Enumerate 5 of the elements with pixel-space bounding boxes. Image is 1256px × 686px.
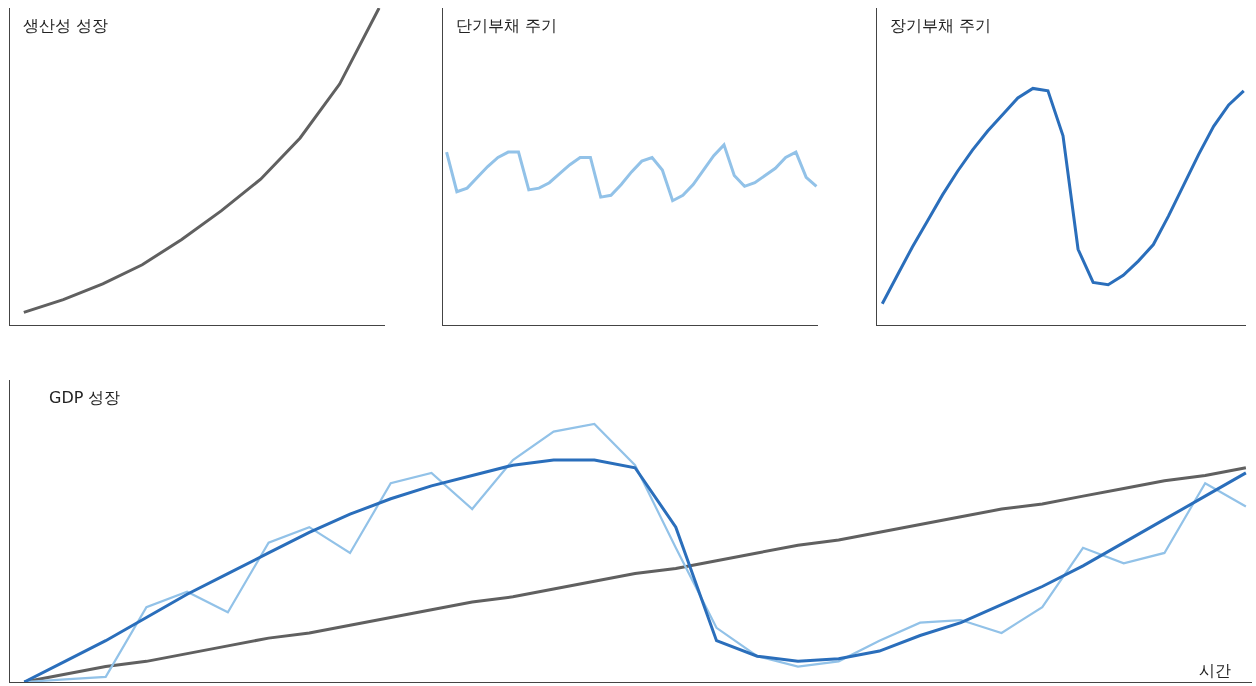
- chart-title: GDP 성장: [49, 388, 121, 407]
- x-axis-title: 시간: [1199, 661, 1231, 680]
- chart-title: 장기부채 주기: [890, 16, 992, 35]
- text: 생산성 성장: [23, 16, 109, 35]
- chart-title: 단기부채 주기: [456, 16, 558, 35]
